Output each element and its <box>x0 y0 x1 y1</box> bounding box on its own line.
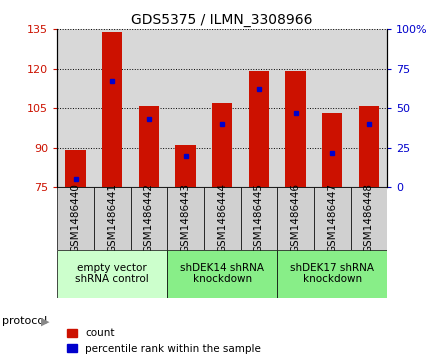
Bar <box>249 71 269 187</box>
Text: GSM1486444: GSM1486444 <box>217 183 227 253</box>
FancyBboxPatch shape <box>57 250 167 298</box>
FancyBboxPatch shape <box>131 187 167 250</box>
Title: GDS5375 / ILMN_3308966: GDS5375 / ILMN_3308966 <box>132 13 313 26</box>
FancyBboxPatch shape <box>314 187 351 250</box>
Legend: count, percentile rank within the sample: count, percentile rank within the sample <box>62 324 265 358</box>
Text: GSM1486443: GSM1486443 <box>180 183 191 253</box>
FancyBboxPatch shape <box>204 187 241 250</box>
Text: GSM1486448: GSM1486448 <box>364 183 374 253</box>
Bar <box>322 114 342 187</box>
Text: shDEK17 shRNA
knockdown: shDEK17 shRNA knockdown <box>290 263 374 285</box>
Text: GSM1486447: GSM1486447 <box>327 183 337 253</box>
Text: GSM1486446: GSM1486446 <box>290 183 301 253</box>
FancyBboxPatch shape <box>277 187 314 250</box>
FancyBboxPatch shape <box>57 187 94 250</box>
Text: GSM1486445: GSM1486445 <box>254 183 264 253</box>
FancyBboxPatch shape <box>241 187 277 250</box>
Bar <box>102 32 122 187</box>
Text: shDEK14 shRNA
knockdown: shDEK14 shRNA knockdown <box>180 263 264 285</box>
Bar <box>286 71 306 187</box>
Bar <box>212 103 232 187</box>
Bar <box>359 106 379 187</box>
Bar <box>66 150 86 187</box>
FancyBboxPatch shape <box>167 250 277 298</box>
Text: empty vector
shRNA control: empty vector shRNA control <box>75 263 149 285</box>
Text: protocol: protocol <box>2 316 48 326</box>
Text: ▶: ▶ <box>40 316 49 326</box>
Text: GSM1486440: GSM1486440 <box>70 184 81 253</box>
FancyBboxPatch shape <box>167 187 204 250</box>
Bar <box>176 145 196 187</box>
Text: GSM1486442: GSM1486442 <box>144 183 154 253</box>
Bar <box>139 106 159 187</box>
FancyBboxPatch shape <box>94 187 131 250</box>
Text: GSM1486441: GSM1486441 <box>107 183 117 253</box>
FancyBboxPatch shape <box>351 187 387 250</box>
FancyBboxPatch shape <box>277 250 387 298</box>
